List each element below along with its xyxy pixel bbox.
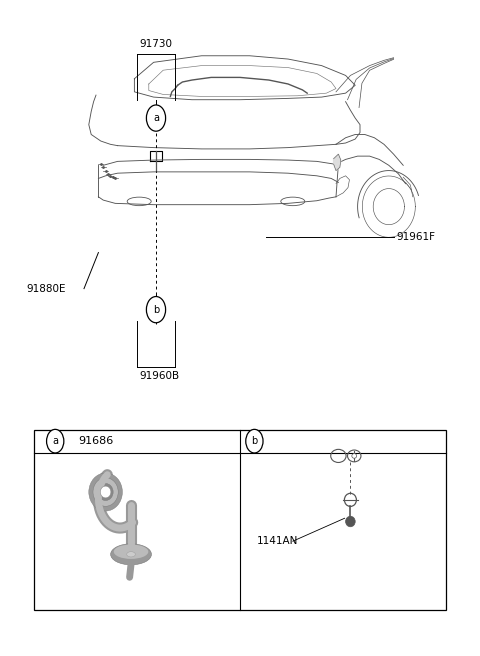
Text: b: b [251,436,258,446]
Ellipse shape [100,486,111,498]
Ellipse shape [346,516,355,527]
Ellipse shape [352,454,357,458]
Bar [34,430,446,610]
Text: 91880E: 91880E [26,283,66,294]
Ellipse shape [110,544,152,565]
Text: 91961F: 91961F [396,232,435,243]
Text: 91730: 91730 [139,39,172,49]
Text: 1141AN: 1141AN [257,536,298,546]
Ellipse shape [89,473,122,511]
Circle shape [146,297,166,323]
Circle shape [246,429,263,453]
Circle shape [146,105,166,131]
Text: b: b [153,304,159,315]
Text: 91960B: 91960B [139,371,180,380]
Ellipse shape [93,478,118,506]
Text: 91686: 91686 [78,436,114,446]
Ellipse shape [114,544,148,559]
Text: a: a [153,113,159,123]
Ellipse shape [98,483,113,501]
Circle shape [47,429,64,453]
Text: a: a [52,436,58,446]
Polygon shape [334,154,341,171]
Ellipse shape [127,552,135,557]
